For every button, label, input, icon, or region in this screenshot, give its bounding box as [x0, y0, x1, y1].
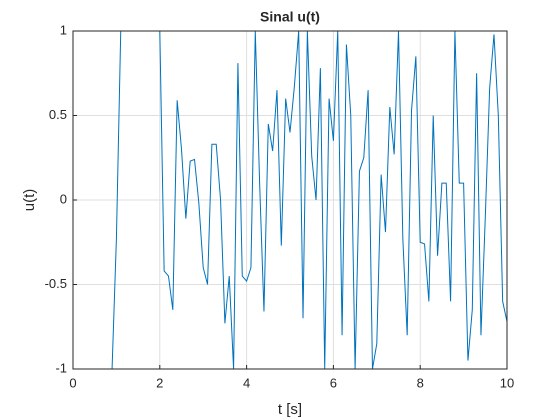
- chart-title: Sinal u(t): [260, 9, 320, 25]
- axes-box: [72, 30, 508, 370]
- x-tick-label: 10: [500, 375, 514, 390]
- x-tick-label: 8: [417, 375, 424, 390]
- y-tick-label: 1: [60, 22, 67, 37]
- y-tick-label: 0.5: [49, 107, 67, 122]
- x-tick-label: 6: [330, 375, 337, 390]
- y-tick-label: -0.5: [45, 276, 67, 291]
- y-tick-label: -1: [55, 360, 67, 375]
- y-axis-label: u(t): [21, 189, 38, 212]
- y-tick-label: 0: [60, 191, 67, 206]
- x-tick-label: 0: [69, 375, 76, 390]
- x-tick-label: 4: [243, 375, 250, 390]
- x-tick-label: 2: [156, 375, 163, 390]
- x-axis-label: t [s]: [278, 401, 302, 418]
